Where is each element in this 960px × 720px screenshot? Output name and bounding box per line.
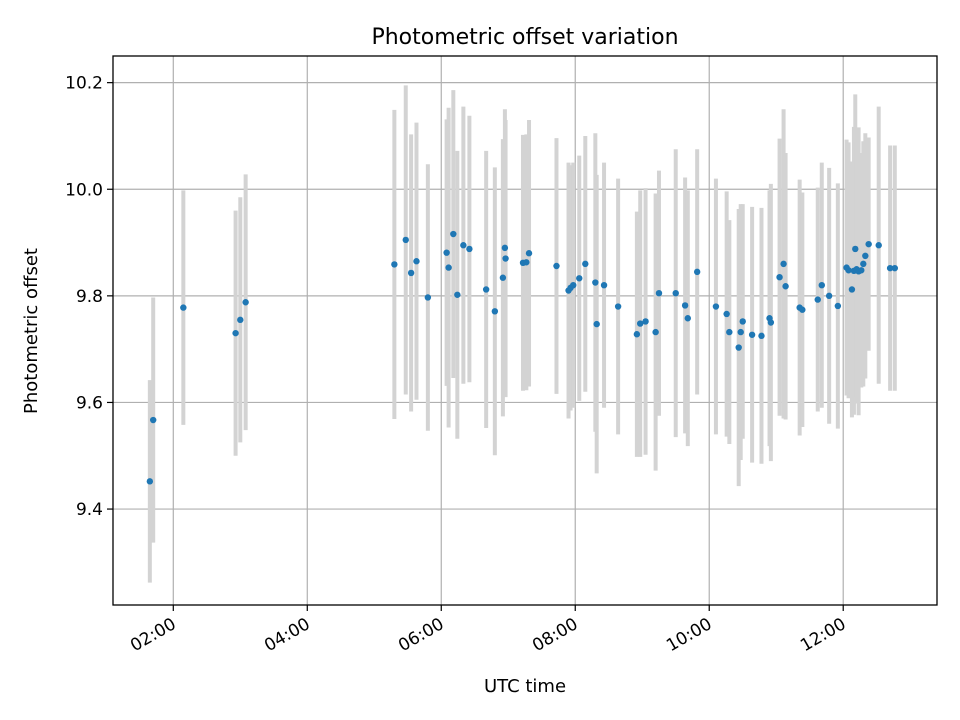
data-point: [860, 260, 867, 268]
data-point: [614, 303, 622, 310]
data-point: [149, 416, 157, 424]
data-point: [407, 269, 415, 277]
data-point: [523, 259, 530, 266]
y-tick-label: 9.6: [76, 393, 103, 413]
data-point: [501, 244, 509, 252]
data-point: [780, 260, 787, 268]
data-point: [499, 274, 507, 281]
data-point: [450, 230, 457, 238]
data-point: [814, 296, 821, 303]
data-point: [848, 286, 856, 293]
data-point: [735, 344, 742, 351]
data-point: [466, 245, 473, 253]
data-point: [424, 294, 432, 301]
data-point: [726, 328, 733, 336]
chart-title: Photometric offset variation: [371, 25, 678, 50]
data-point: [652, 328, 659, 336]
data-point: [482, 286, 490, 293]
data-point: [693, 268, 701, 276]
data-point: [758, 332, 765, 340]
data-point: [891, 264, 898, 272]
data-point: [767, 319, 775, 326]
data-point: [232, 329, 239, 337]
data-point: [637, 320, 644, 327]
y-tick-label: 10.2: [65, 74, 103, 94]
data-point: [445, 264, 452, 271]
data-point: [460, 242, 467, 249]
y-tick-label: 10.0: [65, 180, 103, 200]
data-point: [818, 281, 825, 289]
plot-frame: [112, 55, 938, 606]
data-point: [582, 260, 589, 268]
data-point: [739, 318, 746, 325]
data-point: [553, 262, 560, 270]
data-point: [852, 245, 859, 253]
data-point: [825, 292, 833, 300]
data-point: [491, 308, 499, 315]
data-point: [413, 258, 420, 265]
data-point: [402, 236, 409, 244]
data-point: [576, 275, 583, 282]
data-point: [681, 302, 689, 309]
data-points: [146, 230, 898, 485]
data-point: [570, 281, 577, 289]
data-point: [600, 281, 608, 289]
data-point: [391, 261, 398, 268]
y-axis-ticks: 9.4 9.6 9.8 10.0 10.2: [65, 74, 113, 520]
y-tick-label: 9.4: [76, 500, 103, 520]
data-point: [443, 249, 450, 256]
data-point: [858, 267, 865, 274]
data-point: [593, 320, 600, 328]
data-point: [776, 273, 783, 281]
data-point: [454, 291, 461, 298]
data-point: [799, 306, 806, 313]
data-point: [886, 264, 894, 272]
data-point: [712, 303, 720, 310]
y-axis-label: Photometric offset: [21, 248, 42, 414]
data-point: [633, 331, 641, 338]
data-point: [684, 315, 691, 322]
data-point: [737, 328, 744, 336]
data-point: [862, 252, 869, 260]
data-point: [723, 310, 730, 318]
data-point: [655, 289, 663, 297]
x-axis-label: UTC time: [484, 676, 566, 697]
data-point: [502, 255, 509, 262]
data-point: [242, 299, 249, 306]
data-point: [875, 242, 882, 249]
data-point: [642, 318, 649, 325]
data-point: [672, 289, 679, 297]
data-point: [237, 316, 244, 324]
data-point: [146, 478, 154, 485]
data-point: [845, 267, 852, 274]
data-point: [865, 240, 872, 248]
data-point: [180, 304, 187, 311]
y-tick-label: 9.8: [76, 287, 103, 307]
data-point: [525, 250, 533, 257]
data-point: [834, 302, 842, 310]
data-point: [748, 331, 756, 338]
data-point: [592, 279, 599, 286]
data-point: [782, 283, 789, 290]
